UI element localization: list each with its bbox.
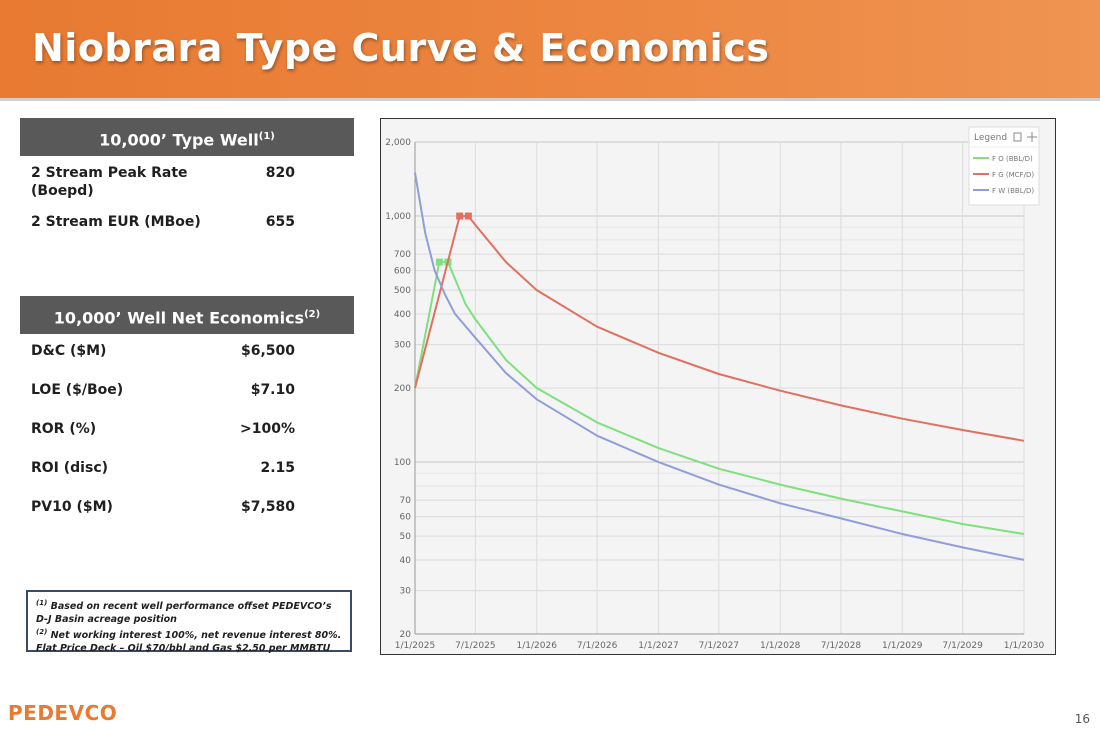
series-line-2 <box>414 172 1025 561</box>
y-tick-label: 1,000 <box>385 212 411 222</box>
footnote-2-mark: (2) <box>36 628 48 637</box>
legend-entry-label: F G (MCF/D) <box>992 171 1034 179</box>
row-value: $7.10 <box>250 382 295 398</box>
row-label: PV10 ($M) <box>31 499 113 515</box>
row-value: 2.15 <box>260 460 295 476</box>
row-label: ROR (%) <box>31 421 97 437</box>
row-value: 655 <box>265 214 295 230</box>
legend-move-icon <box>1027 132 1037 142</box>
series-marker-0 <box>435 258 443 266</box>
legend-box <box>968 126 1040 206</box>
x-tick-label: 1/1/2029 <box>882 641 923 651</box>
y-tick-label: 600 <box>394 267 411 277</box>
x-tick-label: 7/1/2029 <box>942 641 983 651</box>
y-tick-label: 200 <box>394 384 411 394</box>
economics-header: 10,000’ Well Net Economics(2) <box>20 296 354 334</box>
legend-title: Legend <box>974 133 1007 143</box>
y-tick-label: 300 <box>394 341 411 351</box>
row-label: 2 Stream EUR (MBoe) <box>31 214 201 230</box>
row-value: >100% <box>240 421 295 437</box>
chart-svg: 2,000 1,000 700 600 500 400 300 200 100 70 60 50 40 3… <box>385 126 1045 651</box>
footnote-1-mark: (1) <box>36 599 48 607</box>
y-tick-label: 40 <box>400 556 412 566</box>
header-divider <box>0 98 1100 101</box>
type-well-row-peak-rate: 2 Stream Peak Rate (Boepd) 820 <box>31 164 295 200</box>
type-curve-chart: 2,000 1,000 700 600 500 400 300 200 100 70 60 50 40 3… <box>380 118 1056 655</box>
legend-entry-label: F O (BBL/D) <box>992 155 1033 163</box>
page-title: Niobrara Type Curve & Economics <box>32 26 770 70</box>
y-tick-label: 100 <box>394 458 411 468</box>
page-number: 16 <box>1074 712 1090 726</box>
legend-entry-label: F W (BBL/D) <box>992 187 1034 195</box>
row-value: $7,580 <box>240 499 295 515</box>
y-tick-label: 400 <box>394 310 411 320</box>
economics-header-note: (2) <box>304 309 321 320</box>
legend-copy-icon <box>1013 132 1022 142</box>
y-tick-label: 20 <box>400 630 412 640</box>
footnote-2-text: Net working interest 100%, net revenue i… <box>36 630 342 654</box>
title-banner: Niobrara Type Curve & Economics <box>0 0 1100 98</box>
type-well-header: 10,000’ Type Well(1) <box>20 118 354 156</box>
footnotes-box: (1) Based on recent well performance off… <box>26 590 352 655</box>
row-value: $6,500 <box>240 343 295 359</box>
x-tick-label: 1/1/2028 <box>760 641 801 651</box>
x-tick-label: 7/1/2025 <box>455 641 495 651</box>
row-label: ROI (disc) <box>31 460 109 476</box>
economics-header-label: 10,000’ Well Net Economics <box>53 308 305 328</box>
x-tick-label: 7/1/2027 <box>699 641 739 651</box>
footnote-1-text: Based on recent well performance offset … <box>36 601 332 625</box>
economics-row-loe: LOE ($/Boe) $7.10 <box>31 381 295 401</box>
y-tick-label: 700 <box>394 250 411 260</box>
type-well-header-label: 10,000’ Type Well <box>99 130 259 150</box>
x-tick-label: 1/1/2027 <box>638 641 678 651</box>
economics-row-dc: D&C ($M) $6,500 <box>31 342 295 362</box>
y-tick-label: 30 <box>400 587 412 597</box>
economics-row-roi: ROI (disc) 2.15 <box>31 459 295 479</box>
footnote-1: (1) Based on recent well performance off… <box>36 597 342 626</box>
y-tick-label: 70 <box>400 496 412 506</box>
x-tick-label: 1/1/2030 <box>1004 641 1045 651</box>
series-marker-1 <box>456 212 464 220</box>
y-tick-label: 2,000 <box>385 138 411 148</box>
series-line-0 <box>414 261 1025 535</box>
row-label: LOE ($/Boe) <box>31 382 124 398</box>
row-value: 820 <box>265 165 295 181</box>
y-tick-label: 500 <box>394 286 411 296</box>
footnote-2: (2) Net working interest 100%, net reven… <box>36 626 342 655</box>
series-marker-1 <box>464 212 472 220</box>
row-label: 2 Stream Peak Rate (Boepd) <box>31 165 188 199</box>
x-tick-label: 7/1/2026 <box>577 641 618 651</box>
economics-row-pv10: PV10 ($M) $7,580 <box>31 498 295 518</box>
pedevco-logo: PEDEVCO <box>8 701 118 725</box>
x-tick-label: 1/1/2025 <box>395 641 435 651</box>
row-label: D&C ($M) <box>31 343 107 359</box>
y-tick-label: 60 <box>400 513 412 523</box>
x-tick-label: 7/1/2028 <box>821 641 862 651</box>
x-tick-label: 1/1/2026 <box>517 641 558 651</box>
y-tick-label: 50 <box>400 532 412 542</box>
type-well-header-note: (1) <box>258 131 275 142</box>
type-well-row-eur: 2 Stream EUR (MBoe) 655 <box>31 213 295 233</box>
economics-row-ror: ROR (%) >100% <box>31 420 295 440</box>
